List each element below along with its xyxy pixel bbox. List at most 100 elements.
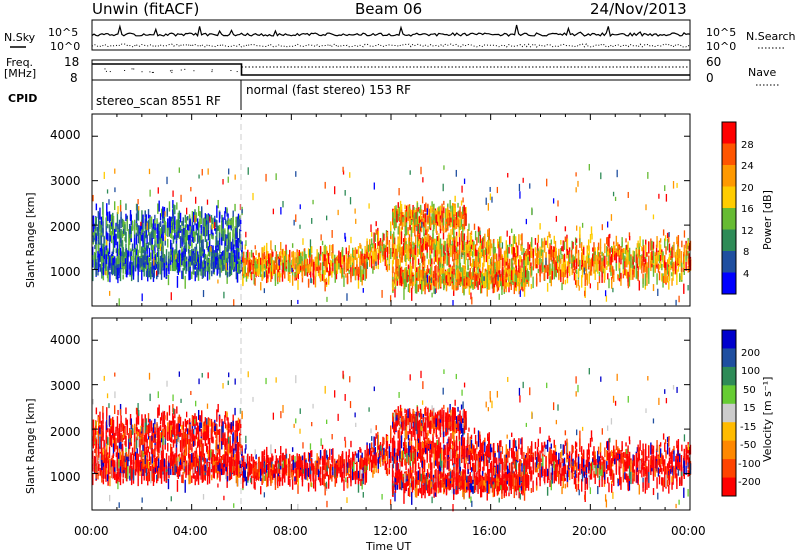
power-cell-1784 [346, 278, 349, 284]
power-cell-2770 [471, 263, 473, 269]
freq-panel: Freq. [MHz] 18 8 60 0 Nave [4, 55, 780, 86]
velocity-cell-54 [103, 451, 105, 464]
power-cell-585 [224, 218, 227, 225]
power-cell-4197 [457, 211, 459, 218]
power-cell-470 [199, 235, 201, 247]
power-cell-409 [184, 214, 187, 223]
power-cell-65 [107, 233, 109, 242]
power-cell-2802 [477, 275, 479, 283]
power-cell-998 [168, 251, 170, 264]
power-cell-2647 [443, 267, 445, 274]
power-cell-3348 [563, 241, 566, 250]
velocity-cell-6 [94, 427, 96, 437]
power-cell-2204 [441, 245, 443, 257]
power-sparse-210 [302, 264, 304, 271]
velocity-cell-268 [152, 423, 155, 434]
power-cell-3793 [664, 260, 666, 268]
velocity-cell-161 [128, 440, 131, 448]
power-cell-1113 [194, 254, 196, 264]
power-cell-842 [132, 258, 135, 271]
power-cell-1948 [383, 243, 385, 252]
power-cell-2629 [437, 283, 439, 290]
power-cell-2680 [449, 279, 452, 284]
power-cell-3444 [585, 262, 588, 269]
velocity-cell-89 [112, 422, 114, 434]
power-cell-2498 [408, 268, 411, 278]
power-cell-2525 [414, 272, 417, 279]
power-cell-3299 [552, 249, 555, 262]
power-cell-2789 [473, 273, 476, 282]
power-cell-3204 [530, 237, 533, 247]
power-cell-270 [154, 214, 156, 224]
nave-dot-16 [152, 71, 154, 73]
power-cell-887 [143, 249, 145, 263]
velocity-cell-299 [159, 432, 162, 441]
power-cell-522 [210, 214, 213, 223]
power-cell-304 [161, 228, 163, 235]
power-cell-3123 [512, 247, 514, 259]
power-cell-3136 [515, 246, 518, 256]
power-cell-243 [146, 246, 148, 254]
power-sparse-227 [464, 207, 466, 215]
power-cell-19 [95, 233, 98, 241]
power-cell-296 [159, 221, 162, 227]
power-cell-3779 [661, 273, 663, 281]
noise-tick-low-right: 10^0 [706, 40, 736, 53]
power-cell-98 [113, 237, 116, 248]
power-cell-919 [149, 267, 152, 280]
power-cbar-band-7 [722, 272, 736, 295]
power-cell-1588 [301, 251, 304, 257]
power-cell-3819 [670, 250, 672, 256]
power-cell-1959 [385, 237, 388, 249]
power-sparse-61 [354, 208, 356, 214]
velocity-cell-227 [143, 439, 146, 445]
power-cell-1618 [309, 259, 311, 267]
power-cell-4082 [431, 208, 433, 213]
power-cell-3126 [513, 281, 515, 295]
power-cell-510 [207, 225, 210, 233]
power-sparse-29 [362, 288, 364, 293]
power-sparse-54 [222, 179, 224, 185]
power-sparse-66 [421, 256, 423, 263]
power-cell-863 [137, 263, 139, 276]
power-cell-3089 [504, 260, 506, 267]
power-cell-1354 [248, 260, 251, 273]
velocity-cell-45 [102, 425, 104, 438]
power-cell-3988 [409, 218, 411, 225]
velocity-cell-353 [172, 404, 174, 413]
power-cell-2410 [488, 251, 490, 259]
power-cell-3823 [671, 246, 673, 259]
power-cell-3767 [658, 242, 661, 255]
power-cell-1421 [265, 255, 267, 262]
power-cell-2283 [458, 233, 461, 245]
power-cell-898 [145, 255, 148, 265]
power-cell-1637 [313, 268, 315, 279]
power-cell-393 [181, 237, 183, 247]
power-colorbar-bands [722, 122, 736, 295]
power-sparse-196 [282, 256, 284, 263]
power-cell-1126 [197, 254, 200, 260]
power-cell-1908 [374, 233, 377, 242]
velocity-cell-38 [100, 428, 103, 437]
power-cell-629 [234, 234, 236, 247]
power-cell-3332 [560, 269, 562, 283]
power-cell-1324 [242, 257, 244, 263]
power-cell-3201 [530, 250, 533, 258]
power-panel: 4000 3000 2000 1000 Slant Range [km] [24, 113, 692, 307]
power-cell-1940 [382, 253, 384, 262]
power-cell-1049 [180, 255, 182, 261]
power-cell-2401 [487, 255, 489, 264]
power-cell-1978 [390, 221, 392, 233]
power-cell-958 [159, 255, 162, 261]
power-cell-502 [206, 214, 208, 221]
power-cell-468 [197, 221, 200, 235]
power-cell-2327 [469, 233, 472, 247]
power-cell-2087 [415, 244, 417, 258]
power-sparse-253 [647, 171, 649, 179]
power-cell-1955 [385, 230, 388, 238]
power-cell-3349 [563, 253, 566, 263]
power-cell-3419 [579, 238, 581, 244]
power-cell-1696 [326, 253, 328, 264]
power-cell-1579 [299, 252, 302, 264]
power-cell-2382 [482, 245, 484, 256]
